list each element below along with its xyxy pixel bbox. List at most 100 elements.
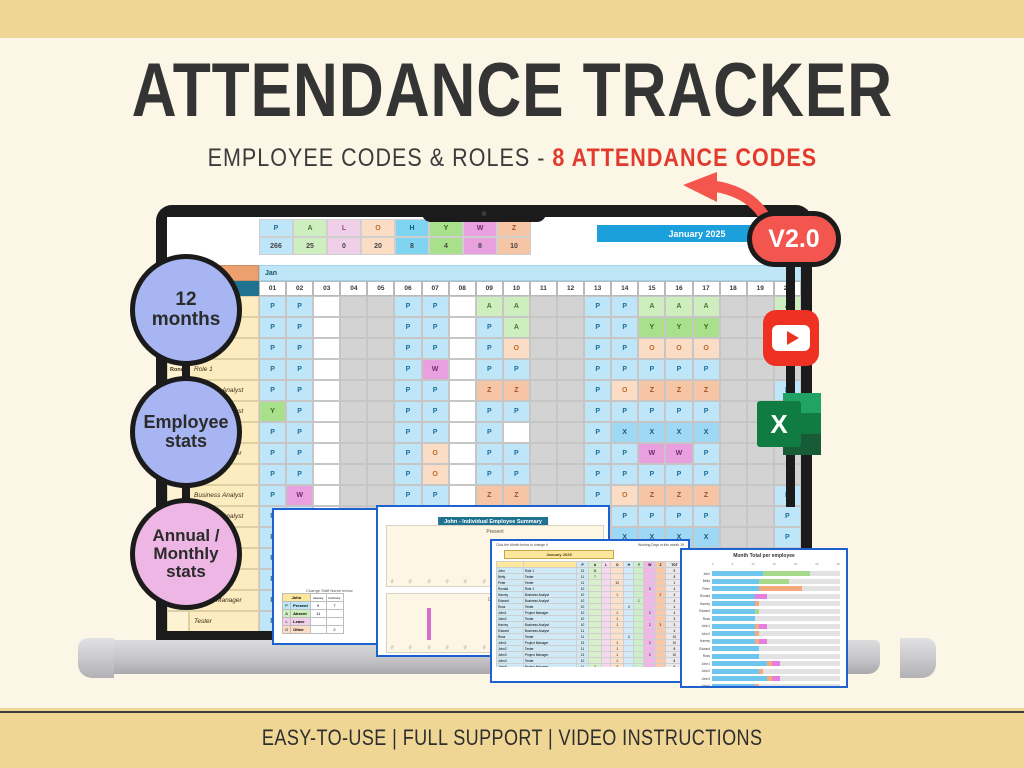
attendance-cell[interactable]: P <box>584 422 612 443</box>
attendance-cell[interactable] <box>529 359 558 380</box>
attendance-cell[interactable] <box>529 317 558 338</box>
attendance-cell[interactable] <box>340 317 368 338</box>
employee-role-cell[interactable]: Business Analyst <box>189 485 259 506</box>
attendance-cell[interactable]: P <box>286 380 314 401</box>
attendance-cell[interactable]: Z <box>475 485 503 506</box>
attendance-cell[interactable]: P <box>475 359 503 380</box>
attendance-cell[interactable] <box>719 359 747 380</box>
table-row[interactable]: Ross Tester 11 4 10 <box>496 633 684 640</box>
attendance-cell[interactable] <box>529 422 558 443</box>
table-row[interactable]: Harvey Business Analyst 10 1 2 4 <box>496 591 684 598</box>
attendance-cell[interactable] <box>529 485 558 506</box>
attendance-cell[interactable] <box>719 527 747 548</box>
attendance-cell[interactable]: P <box>259 464 287 485</box>
attendance-cell[interactable]: P <box>394 296 422 317</box>
table-row[interactable]: Ronald Role 1 10 3 4 <box>496 585 684 592</box>
attendance-cell[interactable]: P <box>421 338 449 359</box>
attendance-cell[interactable]: P <box>692 401 720 422</box>
attendance-cell[interactable]: P <box>665 506 693 527</box>
youtube-icon[interactable] <box>763 310 819 366</box>
attendance-cell[interactable] <box>529 380 558 401</box>
attendance-cell[interactable] <box>557 443 585 464</box>
attendance-cell[interactable]: X <box>692 527 720 548</box>
attendance-cell[interactable] <box>719 506 747 527</box>
attendance-cell[interactable] <box>557 422 585 443</box>
attendance-cell[interactable]: P <box>475 317 503 338</box>
attendance-cell[interactable]: P <box>259 317 287 338</box>
attendance-cell[interactable] <box>448 485 476 506</box>
attendance-cell[interactable]: P <box>421 485 449 506</box>
table-row[interactable]: Ross Tester 10 4 4 <box>496 603 684 610</box>
attendance-cell[interactable]: P <box>584 401 612 422</box>
attendance-cell[interactable]: A <box>502 317 530 338</box>
attendance-cell[interactable]: Z <box>475 380 503 401</box>
attendance-cell[interactable] <box>448 338 476 359</box>
attendance-cell[interactable]: P <box>286 422 314 443</box>
table-row[interactable]: Edward Business Analyst 11 4 <box>496 627 684 634</box>
month-selector-cell[interactable]: January 2025 <box>504 550 614 559</box>
attendance-cell[interactable]: P <box>611 338 639 359</box>
attendance-cell[interactable] <box>367 359 395 380</box>
attendance-cell[interactable]: P <box>259 296 287 317</box>
attendance-cell[interactable]: P <box>584 359 612 380</box>
table-row[interactable]: TesterPPPOPPPPPPP <box>167 464 801 485</box>
attendance-cell[interactable]: P <box>692 506 720 527</box>
attendance-cell[interactable]: P <box>584 464 612 485</box>
attendance-cell[interactable]: P <box>394 464 422 485</box>
attendance-cell[interactable]: P <box>502 359 530 380</box>
attendance-cell[interactable]: P <box>286 464 314 485</box>
attendance-cell[interactable] <box>340 464 368 485</box>
attendance-cell[interactable]: P <box>638 506 666 527</box>
attendance-cell[interactable]: P <box>475 401 503 422</box>
table-row[interactable]: TesterPPPPPAPPYYY <box>167 317 801 338</box>
attendance-cell[interactable]: O <box>421 464 449 485</box>
attendance-cell[interactable]: P <box>259 380 287 401</box>
attendance-cell[interactable]: P <box>259 422 287 443</box>
attendance-cell[interactable]: Y <box>665 317 693 338</box>
attendance-cell[interactable] <box>719 464 747 485</box>
attendance-cell[interactable] <box>340 338 368 359</box>
attendance-cell[interactable]: Z <box>692 380 720 401</box>
attendance-cell[interactable]: O <box>611 485 639 506</box>
attendance-cell[interactable]: P <box>394 422 422 443</box>
attendance-cell[interactable] <box>746 359 774 380</box>
attendance-cell[interactable] <box>367 338 395 359</box>
attendance-cell[interactable]: X <box>638 422 666 443</box>
attendance-cell[interactable] <box>448 422 476 443</box>
employee-name-cell[interactable] <box>167 611 189 631</box>
attendance-cell[interactable] <box>719 443 747 464</box>
attendance-cell[interactable] <box>367 422 395 443</box>
attendance-cell[interactable]: P <box>502 443 530 464</box>
attendance-cell[interactable] <box>529 401 558 422</box>
attendance-cell[interactable]: P <box>638 401 666 422</box>
attendance-cell[interactable]: P <box>259 359 287 380</box>
attendance-cell[interactable]: Y <box>259 401 287 422</box>
attendance-cell[interactable] <box>340 296 368 317</box>
attendance-cell[interactable]: P <box>611 317 639 338</box>
attendance-cell[interactable] <box>448 464 476 485</box>
attendance-cell[interactable]: P <box>259 443 287 464</box>
attendance-cell[interactable] <box>557 296 585 317</box>
attendance-cell[interactable]: P <box>286 359 314 380</box>
attendance-cell[interactable]: A <box>502 296 530 317</box>
attendance-cell[interactable] <box>367 296 395 317</box>
staff-selector-table[interactable]: Change Staff Name below John January Feb… <box>281 588 353 634</box>
table-row[interactable]: John Role 1 12 11 9 <box>496 567 684 574</box>
attendance-cell[interactable]: Z <box>665 380 693 401</box>
attendance-cell[interactable]: A <box>638 296 666 317</box>
attendance-cell[interactable]: P <box>611 506 639 527</box>
attendance-cell[interactable]: P <box>692 443 720 464</box>
attendance-cell[interactable] <box>367 380 395 401</box>
attendance-cell[interactable]: O <box>638 338 666 359</box>
attendance-cell[interactable] <box>746 506 774 527</box>
attendance-cell[interactable] <box>557 485 585 506</box>
attendance-cell[interactable] <box>502 422 530 443</box>
attendance-cell[interactable]: P <box>475 422 503 443</box>
attendance-cell[interactable] <box>313 464 341 485</box>
attendance-cell[interactable]: P <box>692 359 720 380</box>
attendance-cell[interactable]: Y <box>692 317 720 338</box>
attendance-cell[interactable] <box>448 359 476 380</box>
attendance-cell[interactable]: P <box>638 464 666 485</box>
